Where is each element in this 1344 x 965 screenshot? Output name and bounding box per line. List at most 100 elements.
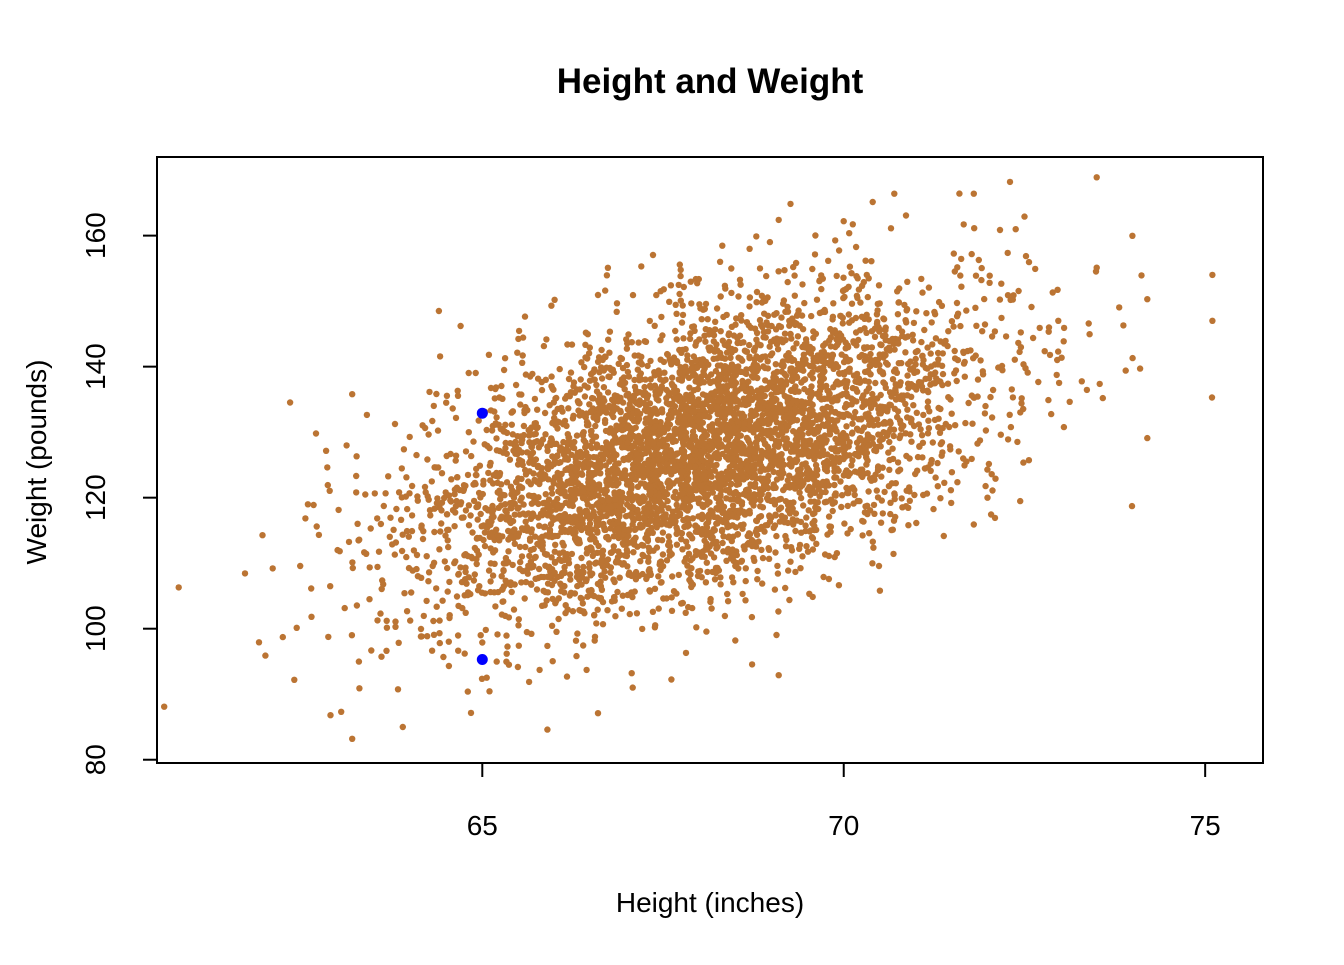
data-point xyxy=(531,439,538,446)
data-point xyxy=(532,420,539,427)
data-point xyxy=(948,499,955,507)
data-point xyxy=(645,500,653,507)
data-point xyxy=(297,562,304,570)
data-point xyxy=(518,458,526,465)
data-point xyxy=(1055,348,1062,355)
data-point xyxy=(576,400,583,407)
data-point xyxy=(805,453,812,460)
data-point xyxy=(686,453,693,461)
data-point xyxy=(760,334,767,341)
data-point xyxy=(691,399,699,406)
data-point xyxy=(502,421,509,428)
data-point xyxy=(778,512,785,520)
data-point xyxy=(843,484,850,492)
data-point xyxy=(559,512,567,520)
data-point xyxy=(659,513,666,521)
data-point xyxy=(473,535,481,542)
data-point xyxy=(793,417,801,424)
data-point xyxy=(751,325,759,332)
data-point xyxy=(700,472,708,479)
data-point xyxy=(829,352,837,359)
data-point xyxy=(658,406,666,413)
data-point xyxy=(486,688,493,695)
data-point xyxy=(641,338,648,345)
data-point xyxy=(568,341,576,348)
data-point xyxy=(814,415,821,423)
data-point xyxy=(489,480,497,487)
data-point xyxy=(437,528,444,535)
data-point xyxy=(503,560,510,567)
data-point xyxy=(1015,287,1022,295)
data-point xyxy=(451,491,458,498)
data-point xyxy=(845,311,852,318)
data-point xyxy=(465,429,472,436)
data-point xyxy=(483,426,490,434)
data-point xyxy=(948,469,956,476)
data-point xyxy=(874,464,882,471)
data-point xyxy=(704,452,712,460)
data-point xyxy=(956,190,963,197)
data-point xyxy=(664,497,671,505)
data-point xyxy=(539,510,546,517)
data-point xyxy=(738,558,745,565)
data-point xyxy=(325,633,332,641)
data-point xyxy=(732,562,739,570)
data-point xyxy=(658,521,665,528)
data-point xyxy=(498,513,505,520)
data-point xyxy=(746,341,753,349)
data-point xyxy=(713,305,721,312)
data-point xyxy=(775,608,782,615)
data-point xyxy=(598,556,605,563)
data-point xyxy=(808,427,815,434)
data-point xyxy=(647,489,655,496)
data-point xyxy=(1020,459,1027,466)
data-point xyxy=(573,453,580,460)
data-point xyxy=(494,631,501,638)
data-point xyxy=(721,612,729,620)
data-point xyxy=(786,596,793,604)
data-point xyxy=(954,479,961,486)
data-point xyxy=(759,451,766,459)
data-point xyxy=(811,251,819,258)
data-point xyxy=(713,545,720,552)
data-point xyxy=(937,495,944,502)
data-point xyxy=(775,322,783,330)
data-point xyxy=(750,492,758,499)
data-point xyxy=(694,572,702,580)
data-point xyxy=(785,567,792,574)
data-point xyxy=(705,413,713,421)
data-point xyxy=(658,579,665,586)
data-point xyxy=(678,377,685,384)
data-point xyxy=(636,401,643,408)
data-point xyxy=(1054,356,1061,364)
data-point xyxy=(392,623,399,630)
data-point xyxy=(849,221,856,228)
data-point xyxy=(709,568,716,576)
data-point xyxy=(746,294,754,301)
data-point xyxy=(770,481,777,488)
data-point xyxy=(751,356,758,363)
data-point xyxy=(512,533,519,540)
data-point xyxy=(874,318,881,326)
data-point xyxy=(526,552,533,560)
data-point xyxy=(713,404,721,411)
data-point xyxy=(672,301,679,308)
data-point xyxy=(653,505,660,512)
data-point xyxy=(512,489,520,497)
data-point xyxy=(417,633,425,640)
data-point xyxy=(686,384,693,391)
data-point xyxy=(797,361,804,368)
data-point xyxy=(1009,394,1017,401)
data-point xyxy=(673,541,681,548)
data-point xyxy=(1032,265,1039,273)
data-point xyxy=(464,589,472,596)
data-point xyxy=(582,341,589,348)
data-point xyxy=(825,257,832,264)
data-point xyxy=(715,455,723,462)
data-point xyxy=(853,398,860,405)
data-point xyxy=(470,577,478,584)
data-point xyxy=(1083,386,1091,394)
data-point xyxy=(878,497,885,504)
data-point xyxy=(737,469,744,476)
data-point xyxy=(385,473,392,480)
